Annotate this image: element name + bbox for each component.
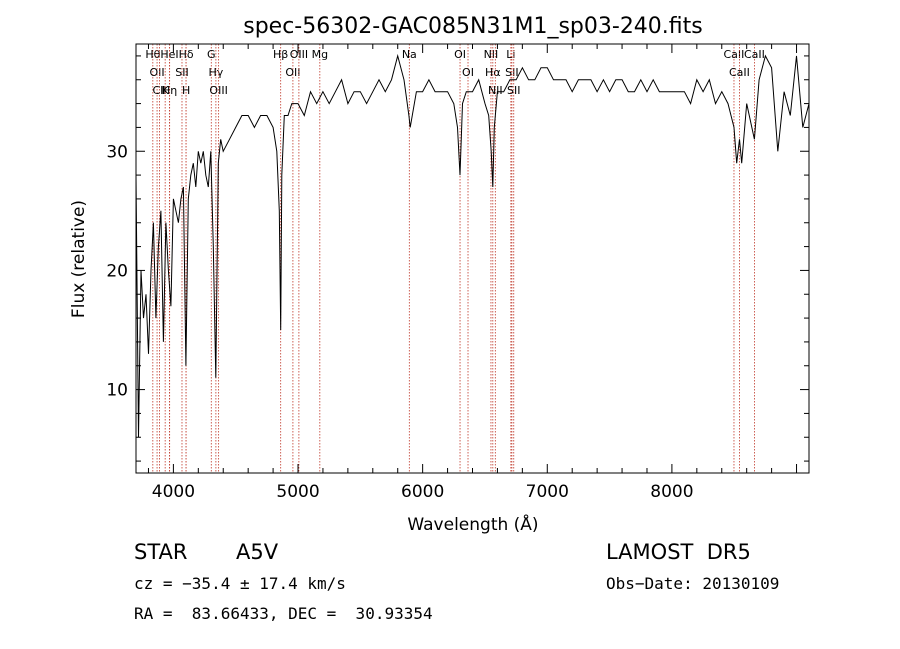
line-label-hγ: Hγ [208, 66, 223, 79]
y-tick-label: 10 [106, 381, 128, 401]
object-class: STAR [134, 540, 188, 564]
line-label-hη: Hη [162, 84, 177, 97]
line-label-h: H [182, 84, 190, 97]
spectrum-line [135, 53, 810, 438]
line-label-oii: OII [285, 66, 300, 79]
line-label-hα: Hα [485, 66, 501, 79]
line-label-k: K [162, 84, 170, 97]
axis-ticks: 4000 5000 6000 7000 8000 10 20 30 [106, 44, 809, 502]
line-label-cii: CII [152, 84, 166, 97]
line-label-oii: OII [149, 66, 164, 79]
line-label-oi: OI [454, 48, 466, 61]
line-label-hβ: Hβ [273, 48, 288, 61]
line-label-hθ: Hθ [145, 48, 160, 61]
coordinates-text: RA = 83.66433, DEC = 30.93354 [134, 604, 433, 623]
x-tick-label: 6000 [401, 482, 444, 502]
obs-date-text: Obs−Date: 20130109 [606, 574, 780, 593]
line-label-oiii: OIII [209, 84, 227, 97]
y-tick-label: 20 [106, 261, 128, 281]
y-tick-label: 30 [106, 142, 128, 162]
object-subclass: A5V [236, 540, 279, 564]
x-tick-label: 7000 [526, 482, 569, 502]
survey-label: LAMOST DR5 [606, 540, 751, 564]
x-tick-label: 8000 [650, 482, 693, 502]
line-label-mg: Mg [312, 48, 328, 61]
redshift-text: cz = −35.4 ± 17.4 km/s [134, 574, 346, 593]
line-label-g: G [207, 48, 216, 61]
x-tick-label: 5000 [276, 482, 319, 502]
line-label-oiii: OIII [290, 48, 308, 61]
line-label-caii: CaII [729, 66, 750, 79]
line-label-oi: OI [462, 66, 474, 79]
line-label-sii: SII [507, 84, 520, 97]
line-label-caii: CaII [724, 48, 745, 61]
x-tick-label: 4000 [152, 482, 195, 502]
line-label-nii: NII [484, 48, 499, 61]
line-label-na: Na [402, 48, 417, 61]
x-axis-label: Wavelength (Å) [407, 513, 538, 535]
line-label-caii: CaII [744, 48, 765, 61]
line-label-sii: SII [505, 66, 518, 79]
line-label-nii: NII [488, 84, 503, 97]
y-axis-label: Flux (relative) [69, 200, 89, 318]
chart-title: spec-56302-GAC085N31M1_sp03-240.fits [243, 14, 703, 39]
plot-frame [135, 43, 810, 474]
line-label-sii: SII [175, 66, 188, 79]
line-label-li: Li [506, 48, 515, 61]
